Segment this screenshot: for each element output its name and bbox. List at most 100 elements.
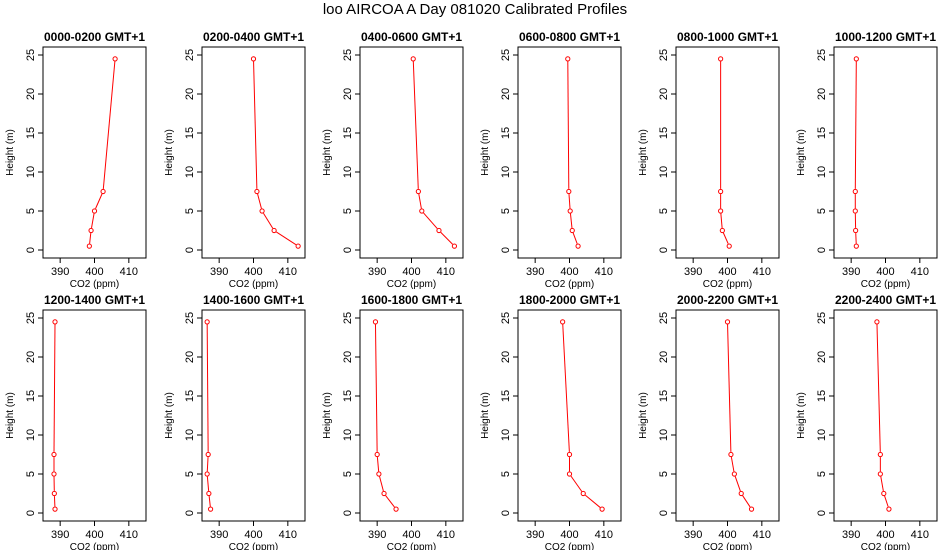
y-tick-label: 25 — [25, 312, 37, 324]
y-axis-title: Height (m) — [5, 392, 16, 439]
series-line-segment — [95, 193, 103, 209]
x-tick-label: 410 — [279, 266, 297, 278]
data-point — [410, 56, 416, 62]
series-line-segment — [102, 61, 116, 189]
series-line-segment — [584, 494, 601, 508]
y-tick-label: 15 — [658, 390, 670, 402]
data-point — [724, 319, 731, 325]
series-line-segment — [562, 324, 570, 452]
y-tick-label: 15 — [184, 390, 196, 402]
series-line-segment — [206, 476, 210, 491]
x-tick-label: 390 — [684, 529, 702, 541]
x-tick-label: 400 — [718, 529, 736, 541]
plot-frame — [675, 46, 780, 259]
data-point — [206, 490, 212, 497]
panel-title: 0400-0600 GMT+1 — [361, 30, 462, 44]
data-point — [565, 56, 571, 62]
y-tick-label: 0 — [342, 510, 354, 516]
x-axis-title: CO2 (ppm) — [861, 279, 910, 290]
series-line-segment — [412, 61, 419, 189]
data-point — [886, 506, 892, 512]
y-tick-label: 0 — [658, 247, 670, 253]
series-line-segment — [418, 193, 422, 209]
data-point — [372, 319, 379, 325]
data-point — [250, 56, 257, 62]
data-point — [295, 243, 301, 249]
data-point — [393, 506, 399, 512]
data-point — [259, 208, 265, 214]
y-tick-label: 25 — [500, 49, 512, 61]
data-point — [376, 471, 382, 477]
series-line-segment — [742, 495, 751, 508]
y-tick-label: 10 — [500, 429, 512, 441]
data-point — [718, 188, 724, 195]
y-tick-label: 5 — [658, 208, 670, 214]
plot-frame — [517, 46, 622, 259]
x-tick-label: 410 — [911, 266, 929, 278]
y-axis-title: Height (m) — [638, 129, 649, 176]
series-line-segment — [374, 324, 378, 452]
y-axis-title: Height (m) — [164, 392, 175, 439]
y-tick-label: 10 — [25, 166, 37, 178]
y-axis-title: Height (m) — [480, 129, 491, 176]
y-tick-label: 10 — [658, 429, 670, 441]
series-line-segment — [884, 495, 889, 507]
y-tick-label: 25 — [816, 312, 828, 324]
y-tick-label: 20 — [816, 351, 828, 363]
data-point — [100, 188, 106, 195]
data-point — [204, 471, 210, 477]
data-point — [207, 506, 214, 512]
data-point — [718, 56, 724, 62]
series-line-segment — [720, 213, 723, 228]
x-tick-label: 390 — [210, 529, 228, 541]
y-tick-label: 25 — [658, 312, 670, 324]
y-tick-label: 20 — [25, 88, 37, 100]
y-tick-label: 10 — [342, 166, 354, 178]
panel-title: 0800-1000 GMT+1 — [677, 30, 778, 44]
y-tick-label: 25 — [500, 312, 512, 324]
y-tick-label: 25 — [816, 49, 828, 61]
series-line-segment — [206, 457, 209, 472]
x-axis-title: CO2 (ppm) — [70, 542, 119, 550]
x-tick-label: 410 — [437, 266, 455, 278]
series-line-segment — [572, 232, 578, 244]
x-tick-label: 410 — [595, 266, 613, 278]
data-point — [254, 188, 260, 195]
x-tick-label: 390 — [51, 529, 69, 541]
y-tick-label: 25 — [658, 49, 670, 61]
series-line-segment — [53, 324, 56, 452]
series-line-segment — [423, 212, 438, 229]
series-line-segment — [880, 476, 884, 492]
y-tick-label: 0 — [658, 510, 670, 516]
y-tick-label: 15 — [658, 127, 670, 139]
data-point — [731, 471, 737, 477]
series-line-segment — [730, 456, 735, 472]
series-line-segment — [276, 231, 297, 246]
x-tick-label: 390 — [526, 266, 544, 278]
y-tick-label: 15 — [184, 127, 196, 139]
plot-frame — [201, 46, 306, 259]
y-tick-label: 10 — [342, 429, 354, 441]
data-point — [51, 490, 57, 497]
series-line-segment — [734, 476, 741, 492]
y-tick-label: 5 — [816, 471, 828, 477]
series-line-segment — [89, 233, 92, 244]
series-line-segment — [263, 212, 274, 229]
data-point — [726, 243, 732, 249]
series-line-segment — [876, 324, 881, 452]
y-tick-label: 5 — [500, 208, 512, 214]
y-tick-label: 15 — [342, 390, 354, 402]
y-tick-label: 10 — [658, 166, 670, 178]
y-tick-label: 5 — [816, 208, 828, 214]
x-tick-label: 400 — [85, 529, 103, 541]
x-tick-label: 390 — [842, 529, 860, 541]
y-tick-label: 0 — [342, 247, 354, 253]
y-tick-label: 20 — [184, 351, 196, 363]
y-tick-label: 0 — [500, 510, 512, 516]
y-axis-title: Height (m) — [796, 392, 807, 439]
data-point — [853, 227, 859, 234]
plot-frame — [42, 46, 147, 259]
data-point — [852, 188, 858, 195]
y-tick-label: 0 — [184, 247, 196, 253]
y-tick-label: 20 — [658, 351, 670, 363]
